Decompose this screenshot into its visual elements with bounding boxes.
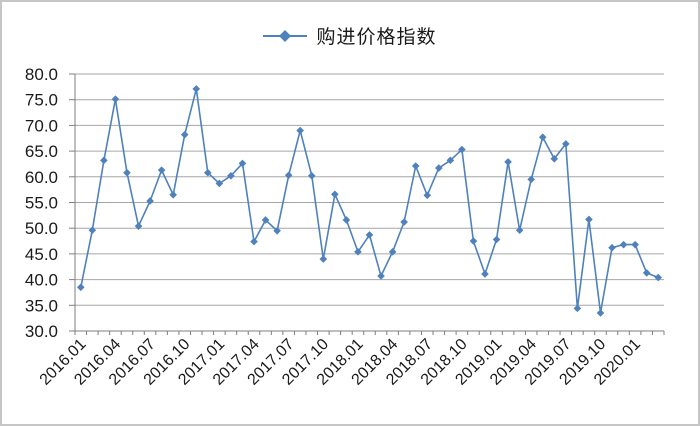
legend: 购进价格指数 [2,22,698,49]
y-tick-label: 40.0 [25,271,58,290]
data-point-diamond [180,130,189,139]
data-point-diamond [400,218,408,226]
data-point-diamond [504,158,512,166]
data-point-diamond [146,197,154,205]
data-point-diamond [76,283,85,292]
data-point-diamond [342,216,351,224]
legend-label: 购进价格指数 [316,27,437,48]
data-point-diamond [585,215,593,224]
data-point-diamond [527,175,535,184]
data-point-diamond [238,159,247,168]
data-point-diamond [596,309,605,317]
y-tick-label: 35.0 [25,296,58,315]
data-point-diamond [354,248,362,256]
y-tick-label: 60.0 [25,168,58,187]
y-tick-label: 75.0 [25,91,58,110]
data-point-diamond [388,248,397,256]
axes [69,73,665,335]
data-point-diamond [169,190,177,199]
data-point-diamond [654,273,663,282]
data-point-diamond [123,168,131,177]
data-point-diamond [134,222,143,230]
data-point-diamond [423,191,432,200]
data-point-diamond [573,304,582,313]
data-point-diamond [111,95,120,103]
y-tick-label: 50.0 [25,219,58,238]
y-tick-label: 30.0 [25,322,58,341]
data-point-diamond [608,243,616,252]
data-point-diamond [562,140,570,148]
y-axis-labels: 30.0 35.0 40.0 45.0 50.0 55.0 60.0 65.0 70.0 75.0… [25,65,58,341]
y-gridlines [75,73,664,306]
y-tick-label: 65.0 [25,142,58,161]
data-point-diamond [515,226,524,235]
legend-line-diamond-icon [263,29,308,42]
data-point-diamond [642,269,651,277]
data-point-diamond [296,126,305,135]
series-markers [76,85,663,317]
data-point-diamond [88,226,97,235]
data-point-diamond [538,133,547,142]
data-point-diamond [157,166,166,174]
data-point-diamond [631,240,639,249]
data-point-diamond [377,272,385,280]
data-point-diamond [434,164,443,172]
data-point-diamond [331,190,339,199]
x-axis-labels: 2016.012016.042016.072016.102017.012017.… [37,336,644,389]
data-point-diamond [261,216,270,224]
data-point-diamond [619,240,628,249]
data-point-diamond [411,162,420,170]
data-point-diamond [319,255,328,263]
y-tick-label: 70.0 [25,116,58,135]
y-tick-label: 80.0 [25,65,58,84]
data-point-diamond [492,235,501,244]
data-point-diamond [365,231,374,239]
data-point-diamond [227,171,235,180]
data-point-diamond [204,168,212,177]
y-tick-label: 55.0 [25,194,58,213]
data-point-diamond [192,85,201,93]
data-point-diamond [446,156,455,165]
data-point-diamond [469,237,478,245]
y-tick-label: 45.0 [25,245,58,264]
data-point-diamond [284,171,293,180]
data-point-diamond [100,156,108,165]
data-point-diamond [307,171,316,180]
data-point-diamond [250,237,258,246]
data-point-diamond [458,145,466,154]
data-point-diamond [481,270,489,278]
data-point-diamond [550,155,559,163]
legend-diamond [279,29,292,42]
data-point-diamond [273,226,281,235]
data-point-diamond [215,179,224,188]
